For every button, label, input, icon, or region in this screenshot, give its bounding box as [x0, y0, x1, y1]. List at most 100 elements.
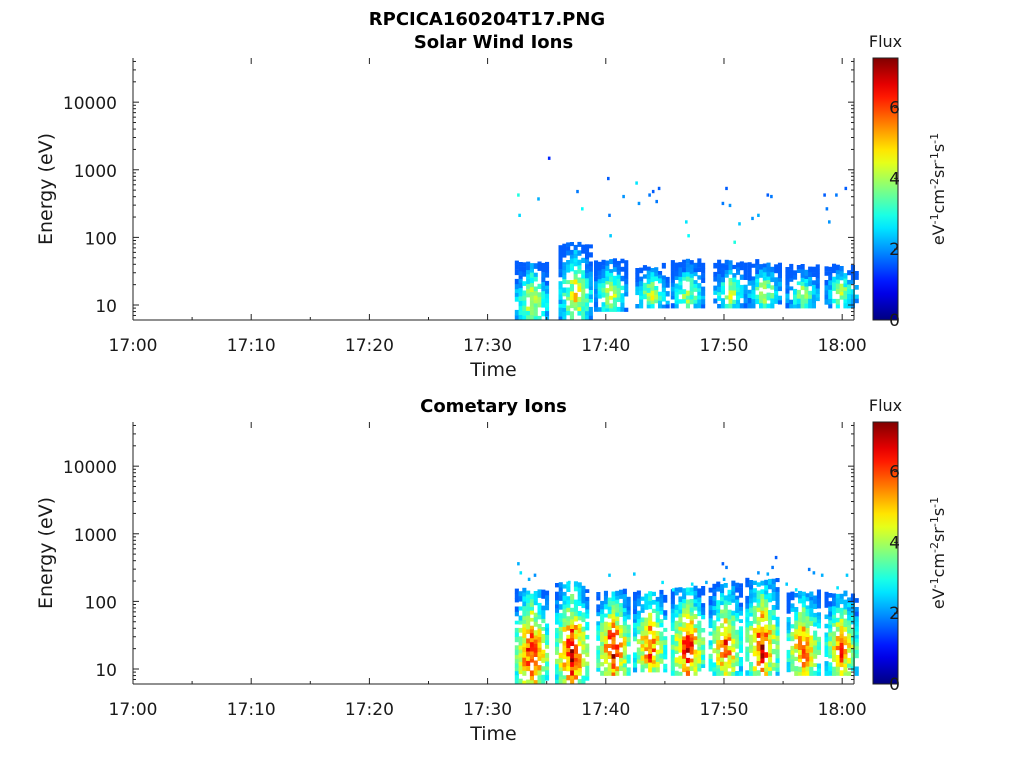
colorbar-title: Flux	[869, 32, 902, 51]
heatmap-cell	[697, 620, 702, 625]
heatmap-cell	[678, 671, 683, 676]
heatmap-cell	[545, 644, 550, 649]
heatmap-cell	[527, 577, 531, 581]
heatmap-cell	[597, 270, 602, 276]
heatmap-cell	[713, 271, 718, 277]
heatmap-cell	[764, 636, 769, 641]
heatmap-cell	[678, 630, 683, 635]
heatmap-cell	[636, 629, 641, 635]
heatmap-cell	[577, 582, 582, 588]
heatmap-cell	[697, 267, 702, 272]
heatmap-cell	[749, 580, 754, 585]
heatmap-cell	[723, 653, 728, 658]
heatmap-cell	[789, 263, 794, 270]
heatmap-cell	[735, 595, 740, 600]
heatmap-cell	[805, 661, 810, 667]
heatmap-cell	[651, 599, 656, 605]
heatmap-cell	[768, 619, 773, 625]
heatmap-cell	[596, 604, 601, 609]
figure-title: RPCICA160204T17.PNG	[369, 9, 605, 30]
heatmap-cell	[596, 645, 601, 651]
heatmap-cell	[708, 653, 713, 659]
heatmap-cell	[620, 258, 625, 264]
heatmap-cell	[738, 583, 743, 588]
heatmap-cell	[585, 676, 590, 681]
heatmap-cell	[609, 272, 614, 277]
heatmap-cell	[839, 283, 844, 289]
heatmap-cell	[633, 595, 638, 601]
heatmap-cell	[813, 603, 818, 609]
heatmap-cell	[644, 639, 649, 644]
heatmap-cell	[633, 662, 638, 668]
heatmap-cell	[612, 293, 617, 298]
heatmap-cell	[682, 598, 687, 604]
heatmap-cell	[843, 599, 848, 606]
heatmap-cell	[720, 661, 725, 666]
heatmap-cell	[752, 627, 757, 634]
heatmap-cell	[644, 625, 649, 631]
heatmap-cell	[850, 661, 855, 667]
heatmap-cell	[562, 265, 567, 271]
heatmap-cell	[558, 626, 563, 631]
heatmap-cell	[682, 663, 687, 669]
heatmap-cell	[731, 620, 736, 626]
heatmap-cell	[581, 675, 586, 681]
heatmap-cell	[655, 622, 660, 628]
plot-area	[133, 58, 854, 320]
x-tick-label: 17:20	[345, 700, 394, 720]
heatmap-cell	[775, 635, 780, 641]
heatmap-cell	[771, 666, 776, 671]
heatmap-cell	[824, 632, 829, 638]
heatmap-cell	[850, 648, 855, 653]
heatmap-cell	[640, 635, 645, 641]
heatmap-cell	[828, 611, 833, 617]
heatmap-cell	[828, 271, 833, 276]
heatmap-cell	[585, 315, 590, 321]
heatmap-cell	[785, 302, 790, 309]
heatmap-cell	[800, 264, 805, 270]
heatmap-cell	[558, 630, 563, 635]
heatmap-cell	[547, 156, 551, 160]
heatmap-cell	[743, 266, 748, 272]
heatmap-cell	[566, 616, 571, 621]
heatmap-cell	[785, 284, 790, 289]
heatmap-cell	[603, 626, 608, 633]
heatmap-cell	[678, 284, 683, 290]
heatmap-cell	[716, 660, 721, 666]
heatmap-cell	[847, 610, 852, 615]
heatmap-cell	[682, 263, 687, 268]
heatmap-cell	[759, 282, 764, 288]
heatmap-cell	[541, 627, 546, 631]
heatmap-cell	[759, 303, 764, 309]
heatmap-cell	[839, 288, 844, 292]
heatmap-cell	[697, 638, 702, 643]
heatmap-cell	[661, 291, 666, 297]
heatmap-cell	[847, 625, 852, 631]
heatmap-cell	[674, 262, 679, 268]
heatmap-cell	[605, 308, 610, 312]
heatmap-cell	[622, 599, 627, 605]
heatmap-cell	[828, 641, 833, 647]
heatmap-cell	[760, 589, 765, 594]
heatmap-cell	[764, 632, 769, 637]
heatmap-cell	[809, 652, 814, 657]
heatmap-cell	[743, 298, 748, 304]
heatmap-cell	[605, 288, 610, 293]
heatmap-cell	[537, 593, 542, 598]
heatmap-cell	[611, 619, 616, 623]
heatmap-cell	[537, 283, 542, 289]
heatmap-cell	[764, 624, 769, 629]
heatmap-cell	[526, 278, 531, 285]
heatmap-cell	[558, 657, 563, 663]
heatmap-cell	[693, 272, 698, 277]
heatmap-cell	[738, 592, 743, 598]
heatmap-cell	[526, 665, 531, 672]
heatmap-cell	[624, 307, 629, 312]
heatmap-cell	[777, 277, 782, 282]
heatmap-cell	[611, 596, 616, 602]
heatmap-cell	[762, 280, 767, 286]
heatmap-cell	[804, 289, 809, 294]
heatmap-cell	[655, 631, 660, 636]
heatmap-cell	[648, 667, 653, 673]
heatmap-cell	[529, 263, 534, 269]
